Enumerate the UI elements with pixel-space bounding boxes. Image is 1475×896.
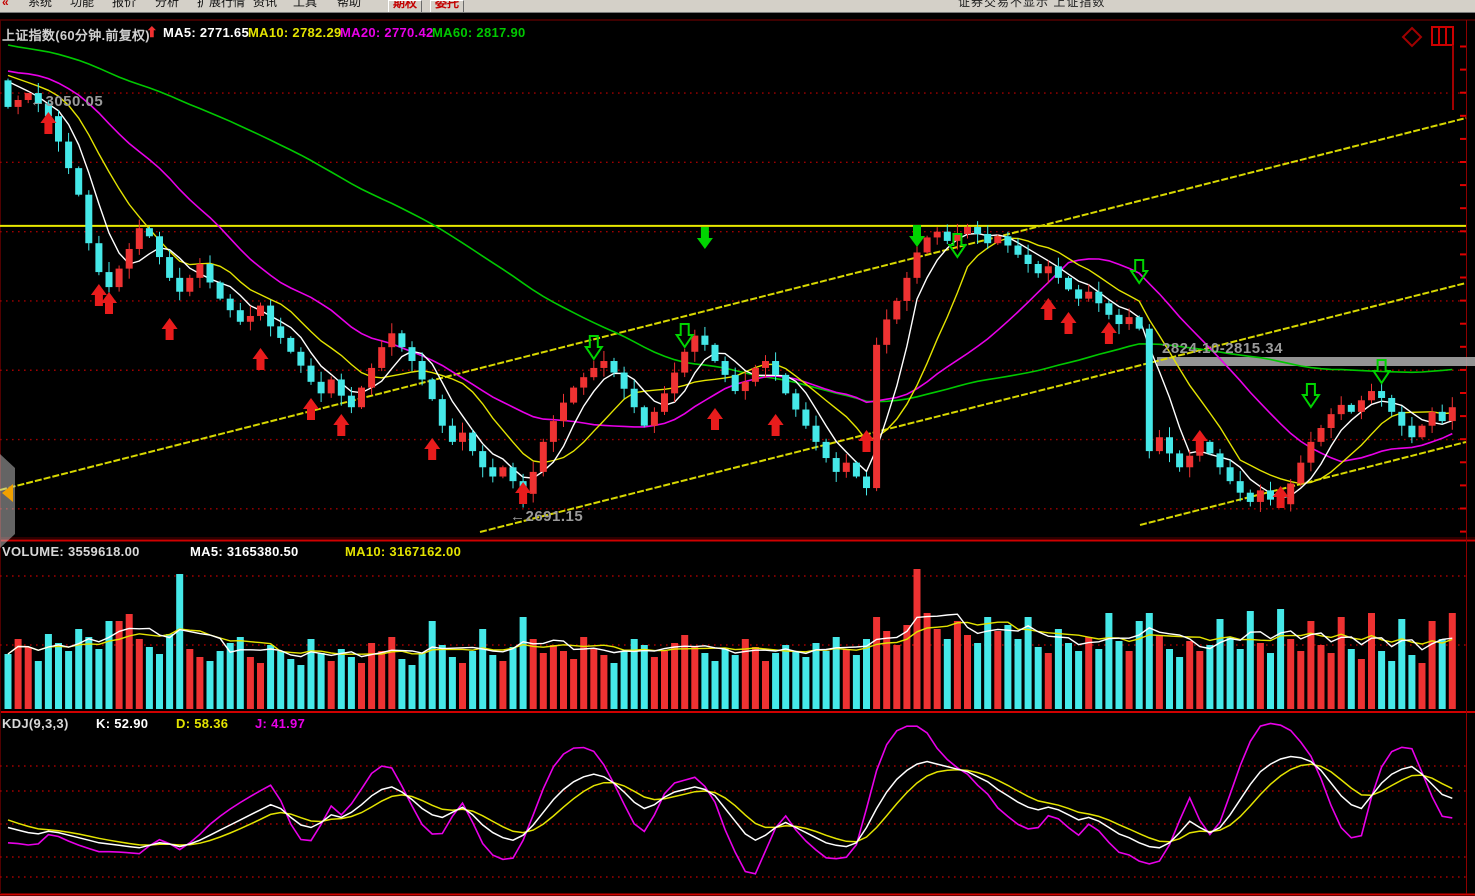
buy-signal-arrow <box>1060 312 1077 334</box>
volume-ma10-label: MA10: 3167162.00 <box>345 544 462 559</box>
buy-signal-arrow <box>101 292 117 314</box>
ma5-legend: MA5: 2771.65 <box>163 25 249 40</box>
menu-button-2[interactable]: 委托 <box>430 0 465 12</box>
ma60-legend: MA60: 2817.90 <box>432 25 526 40</box>
buy-signal-arrow <box>40 112 57 134</box>
main-series <box>7 44 1453 499</box>
kdj-d-label: D: 58.36 <box>176 716 229 731</box>
volume-ma5-label: MA5: 3165380.50 <box>190 544 299 559</box>
buy-signal-arrow <box>515 482 532 504</box>
buy-signal-arrow <box>767 414 784 436</box>
menu-button-1[interactable]: 期权 <box>388 0 423 12</box>
buy-signal-arrow <box>707 408 723 430</box>
ma10-legend: MA10: 2782.29 <box>248 25 342 40</box>
high-price-annotation: ←3050.05 <box>30 93 104 110</box>
sell-signal-hollow-arrow <box>1301 383 1321 409</box>
buy-signal-arrow <box>424 438 441 460</box>
chart-title: 上证指数(60分钟.前复权) <box>2 28 150 43</box>
menu-item-1[interactable]: 系统 <box>28 0 53 9</box>
buy-signal-arrow <box>1100 322 1117 344</box>
sell-signal-hollow-arrow <box>1129 259 1150 285</box>
sell-signal-hollow-arrow <box>674 323 695 349</box>
volume-series <box>4 569 1456 709</box>
buy-signal-arrow <box>1191 430 1208 452</box>
app-logo-icon: « <box>2 0 9 9</box>
sell-signal-arrow <box>696 227 713 249</box>
pane-borders <box>0 19 1475 896</box>
buy-signal-arrow <box>1272 486 1289 508</box>
volume-label: VOLUME: 3559618.00 <box>2 544 140 559</box>
corner-icons[interactable] <box>1401 26 1454 110</box>
menu-item-3[interactable]: 报价 <box>112 0 137 9</box>
buy-signal-arrow <box>333 414 350 436</box>
kdj-label: KDJ(9,3,3) <box>2 716 69 731</box>
trendlines[interactable] <box>0 117 1467 533</box>
menu-item-8[interactable]: 帮助 <box>337 0 362 9</box>
flyout-arrow-icon <box>2 484 13 502</box>
buy-signal-arrow <box>252 348 269 370</box>
sell-signal-hollow-arrow <box>1371 359 1392 385</box>
window-title: 证券交易不显示 上证指数 <box>958 0 1106 9</box>
buy-signal-arrow <box>161 318 178 340</box>
menu-bar: « 系统 功能 报价 分析 扩展行情 资讯 工具 帮助 期权 委托 证券交易不显示 上证指数 <box>0 0 1475 13</box>
kdj-k-label: K: 52.90 <box>96 716 149 731</box>
ma20-legend: MA20: 2770.42 <box>340 25 434 40</box>
price-gridlines <box>0 92 1466 878</box>
buy-signal-arrow <box>858 430 875 452</box>
diamond-icon <box>1401 26 1423 48</box>
menu-item-7[interactable]: 工具 <box>293 0 318 9</box>
low-price-annotation: ←2691.15 <box>510 508 584 525</box>
sell-signal-arrow <box>909 225 925 247</box>
split-window-icon <box>1431 26 1454 46</box>
buy-signal-arrow <box>1040 298 1057 320</box>
sell-signal-hollow-arrow <box>947 233 968 259</box>
menu-item-2[interactable]: 功能 <box>70 0 95 9</box>
up-arrow-icon: ⬆ <box>146 24 159 40</box>
buy-signal-arrow <box>303 398 319 420</box>
menu-item-5[interactable]: 扩展行情 <box>197 0 246 9</box>
kdj-series <box>7 722 1453 875</box>
sidebar-flyout-handle[interactable] <box>0 454 15 548</box>
sell-signal-hollow-arrow <box>583 335 604 361</box>
price-axis-ticks <box>1460 45 1466 533</box>
signal-arrows <box>40 112 1392 508</box>
band-price-annotation: 2824.10-2815.34 <box>1162 340 1283 357</box>
candlestick-series <box>4 78 1456 512</box>
menu-item-4[interactable]: 分析 <box>155 0 180 9</box>
menu-item-6[interactable]: 资讯 <box>253 0 278 9</box>
kdj-j-label: J: 41.97 <box>255 716 306 731</box>
price-band <box>1157 357 1475 366</box>
